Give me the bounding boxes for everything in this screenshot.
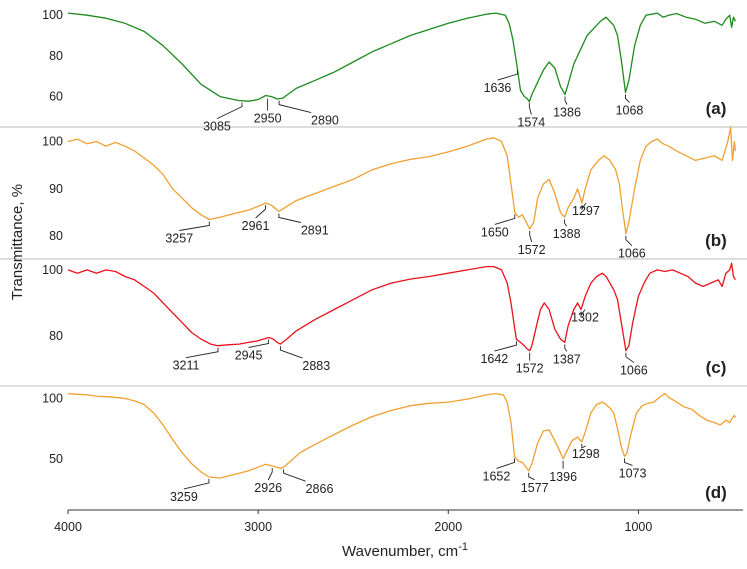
y-tick-label: 100	[42, 391, 63, 405]
peak-label: 3085	[203, 120, 231, 134]
y-tick-label: 100	[42, 134, 63, 148]
spectrum-line-d	[67, 392, 736, 479]
peak-leader-line	[581, 202, 587, 211]
peak-label: 1572	[516, 362, 544, 376]
peak-leader-line	[278, 213, 301, 223]
peak-leader-line	[283, 469, 306, 482]
x-tick-label: 2000	[434, 520, 462, 534]
x-axis-title-superscript: -1	[458, 541, 468, 553]
peak-leader-line	[248, 339, 270, 348]
peak-label: 1388	[553, 227, 581, 241]
peak-leader-line	[564, 96, 568, 105]
peak-label: 1386	[553, 106, 581, 120]
y-tick-label: 100	[42, 8, 63, 22]
peak-label: 1066	[620, 364, 648, 378]
x-axis-title-main: Wavenumber, cm	[342, 543, 458, 560]
peak-leader-line	[625, 352, 635, 364]
panel-a: 100 80 60 3085 2950 2890 1636 1574 1386 1068 (a)	[0, 8, 747, 134]
panel-label: (b)	[705, 231, 727, 250]
peak-leader-line	[625, 235, 633, 247]
peak-label: 2891	[301, 223, 329, 237]
x-tick-label: 4000	[54, 520, 82, 534]
peak-label: 2883	[302, 359, 330, 373]
peak-label: 3211	[173, 359, 200, 373]
peak-leader-line	[183, 478, 210, 490]
peak-leader-line	[528, 472, 535, 481]
y-tick-label: 90	[49, 182, 63, 196]
peak-leader-line	[216, 102, 243, 120]
peak-leader-line	[580, 309, 586, 317]
x-axis-title: Wavenumber, cm-1	[342, 541, 468, 560]
peak-leader-line	[497, 70, 518, 81]
x-ticks: 4000 3000 2000 1000	[54, 510, 652, 534]
peak-leader-line	[278, 100, 312, 114]
spectrum-line-b	[67, 126, 737, 235]
peak-label: 1574	[517, 116, 545, 130]
peak-leader-line	[624, 458, 633, 466]
spectrum-line-c	[67, 262, 736, 352]
peak-label: 1302	[571, 310, 599, 324]
peak-leader-line	[496, 458, 515, 469]
panel-c: 100 80 3211 2945 2883 1642 1572 1387 1302 1066 (c)	[0, 262, 747, 387]
peak-label: 1297	[572, 204, 600, 218]
x-tick-label: 3000	[244, 520, 272, 534]
panel-label: (c)	[706, 358, 727, 377]
peak-label: 1636	[484, 81, 512, 95]
peak-label: 1073	[619, 466, 647, 480]
peak-leader-line	[564, 344, 568, 352]
panel-label: (a)	[706, 99, 727, 118]
peak-label: 1577	[521, 481, 549, 495]
peak-label: 2945	[235, 348, 263, 362]
peak-leader-line	[279, 346, 303, 359]
peak-leader-line	[179, 221, 210, 231]
peak-leader-line	[185, 347, 219, 359]
peak-leader-line	[564, 219, 567, 227]
peak-leader-line	[494, 341, 517, 352]
peak-label: 2950	[254, 112, 282, 126]
peak-label: 3259	[170, 490, 198, 504]
peak-leader-line	[625, 94, 630, 103]
peak-label: 1642	[480, 352, 508, 366]
peak-label: 3257	[165, 232, 193, 246]
panel-b: 100 90 80 3257 2961 2891 1650 1572 1388 1297 1066 (…	[0, 126, 747, 261]
peak-label: 1387	[553, 352, 581, 366]
y-tick-label: 50	[49, 452, 63, 466]
peak-label: 1396	[549, 470, 577, 484]
y-tick-label: 100	[42, 263, 63, 277]
peak-label: 2926	[254, 481, 282, 495]
peak-leader-line	[267, 468, 273, 481]
peak-label: 2866	[306, 482, 334, 496]
peak-label: 2890	[311, 114, 339, 128]
peak-leader-line	[528, 102, 532, 115]
peak-label: 1572	[518, 243, 546, 257]
peak-label: 1298	[572, 447, 600, 461]
y-axis-title: Transmittance, %	[9, 184, 26, 300]
y-tick-label: 80	[49, 229, 63, 243]
peak-leader-line	[255, 205, 267, 219]
peak-label: 1652	[483, 469, 511, 483]
peak-leader-line	[581, 443, 587, 449]
y-tick-label: 80	[49, 329, 63, 343]
peak-label: 1068	[616, 103, 644, 117]
peak-leader-line	[494, 214, 516, 225]
peak-label: 1066	[618, 247, 646, 261]
peak-leader-line	[529, 231, 533, 243]
spectrum-line-a	[67, 12, 736, 103]
peak-label: 1650	[481, 225, 509, 239]
y-tick-label: 80	[49, 49, 63, 63]
peak-label: 2961	[242, 219, 270, 233]
x-tick-label: 1000	[625, 520, 653, 534]
y-tick-label: 60	[49, 90, 63, 104]
panel-label: (d)	[705, 483, 727, 502]
